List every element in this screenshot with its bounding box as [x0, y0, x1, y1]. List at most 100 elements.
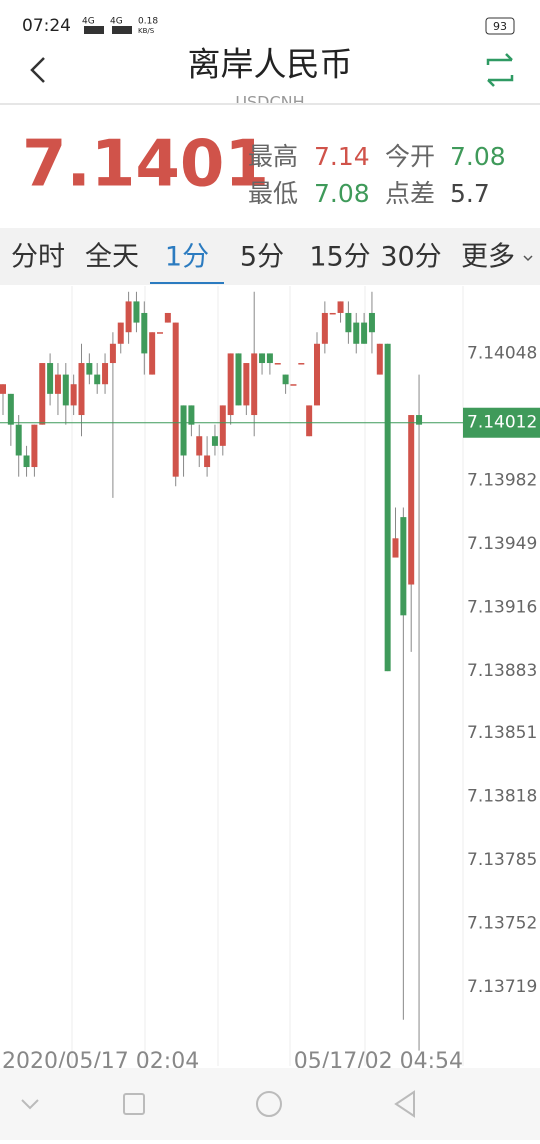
y-tick-label: 7.13752	[467, 913, 537, 933]
tab[interactable]: 全天	[85, 242, 139, 273]
stat-label: 点差	[385, 179, 435, 208]
tab[interactable]: 30分	[380, 242, 441, 273]
stat-value: 5.7	[450, 179, 490, 208]
y-tick-label: 7.13785	[467, 850, 537, 870]
last-price-label: 7.14012	[467, 413, 537, 433]
candle-body	[408, 415, 415, 585]
subtitle: USDCNH	[235, 93, 304, 112]
stat-value: 7.14	[314, 142, 370, 171]
back-button[interactable]	[30, 57, 45, 83]
candle-body	[54, 374, 61, 394]
tab-bar	[0, 228, 540, 285]
candle-body	[211, 436, 218, 446]
candle-body	[196, 436, 203, 456]
nav-recent[interactable]	[123, 1093, 145, 1115]
candle-body	[219, 405, 226, 446]
candle-body	[361, 322, 368, 344]
net-speed: 0.18	[138, 17, 158, 27]
candle-body	[31, 424, 38, 468]
net-speed-unit: KB/S	[138, 27, 155, 35]
candle-body	[243, 363, 250, 406]
time: 07:24	[22, 16, 71, 36]
candle-body	[368, 312, 375, 333]
candle-body	[117, 322, 124, 344]
stat-label: 最低	[248, 179, 298, 208]
candle-body	[274, 363, 281, 365]
y-tick-label: 7.13818	[467, 786, 537, 806]
nav-bar	[0, 1068, 540, 1140]
signal-bars	[84, 26, 104, 34]
candle-body	[86, 363, 93, 375]
candle-body	[345, 312, 352, 333]
signal-bars	[112, 26, 132, 34]
y-tick-label: 7.13719	[467, 977, 537, 997]
candle-body	[235, 353, 242, 406]
candles	[0, 291, 423, 1051]
stat-label: 最高	[248, 142, 298, 171]
candle-body	[266, 353, 273, 364]
candle-body	[94, 374, 101, 385]
switch-button[interactable]	[486, 53, 514, 87]
battery-level: 93	[493, 20, 507, 33]
y-tick-label: 7.13982	[467, 471, 537, 491]
candle-body	[125, 301, 132, 333]
y-tick-label: 7.13949	[467, 534, 537, 554]
battery	[485, 17, 515, 35]
candle-body	[290, 384, 297, 386]
candle-body	[180, 405, 187, 456]
signal: 4G	[110, 17, 123, 27]
candle-body	[251, 353, 258, 416]
tab[interactable]: 1分	[165, 242, 209, 273]
candle-body	[392, 538, 399, 558]
candle-body	[227, 353, 234, 416]
nav-back[interactable]	[394, 1090, 415, 1118]
tab[interactable]: 15分	[309, 242, 370, 273]
candle-body	[0, 384, 6, 394]
candle-body	[78, 363, 85, 416]
candle-body	[157, 332, 163, 334]
candle-body	[306, 405, 313, 437]
candle-body	[62, 374, 69, 406]
tab[interactable]: 分时	[11, 242, 65, 273]
candle-body	[353, 322, 360, 344]
candle-body	[416, 415, 423, 425]
candle-body	[384, 343, 391, 672]
candle-body	[23, 455, 30, 468]
tab[interactable]: 5分	[240, 242, 284, 273]
tab[interactable]: 更多	[461, 242, 515, 273]
y-tick-label: 7.13916	[467, 598, 537, 618]
nav-hide[interactable]	[21, 1099, 39, 1110]
candle-body	[164, 312, 171, 323]
stat-value: 7.08	[450, 142, 506, 171]
candle-body	[133, 301, 140, 323]
y-tick-label: 7.13883	[467, 661, 537, 681]
candle-body	[7, 393, 14, 425]
candle-body	[282, 374, 289, 385]
dropdown-arrow	[523, 255, 533, 262]
candle-body	[321, 312, 328, 344]
title: 离岸人民币	[188, 45, 353, 84]
y-tick-label: 7.14048	[467, 343, 537, 363]
candle-body	[314, 343, 320, 406]
nav-home[interactable]	[256, 1091, 282, 1117]
candle-body	[337, 301, 344, 313]
candle-body	[188, 405, 195, 425]
candle-body	[149, 332, 156, 375]
candle-body	[298, 363, 305, 365]
candle-body	[400, 517, 407, 616]
candle-body	[70, 384, 77, 406]
stat-value: 7.08	[314, 179, 370, 208]
candle-body	[15, 424, 22, 456]
candle-body	[259, 353, 266, 364]
price: 7.1401	[22, 128, 269, 202]
candle-body	[204, 455, 211, 468]
candle-body	[141, 312, 148, 354]
candle-body	[39, 363, 46, 425]
candle-body	[47, 363, 54, 394]
candle-body	[376, 343, 383, 375]
stat-label: 今开	[385, 142, 435, 171]
signal: 4G	[82, 17, 95, 27]
